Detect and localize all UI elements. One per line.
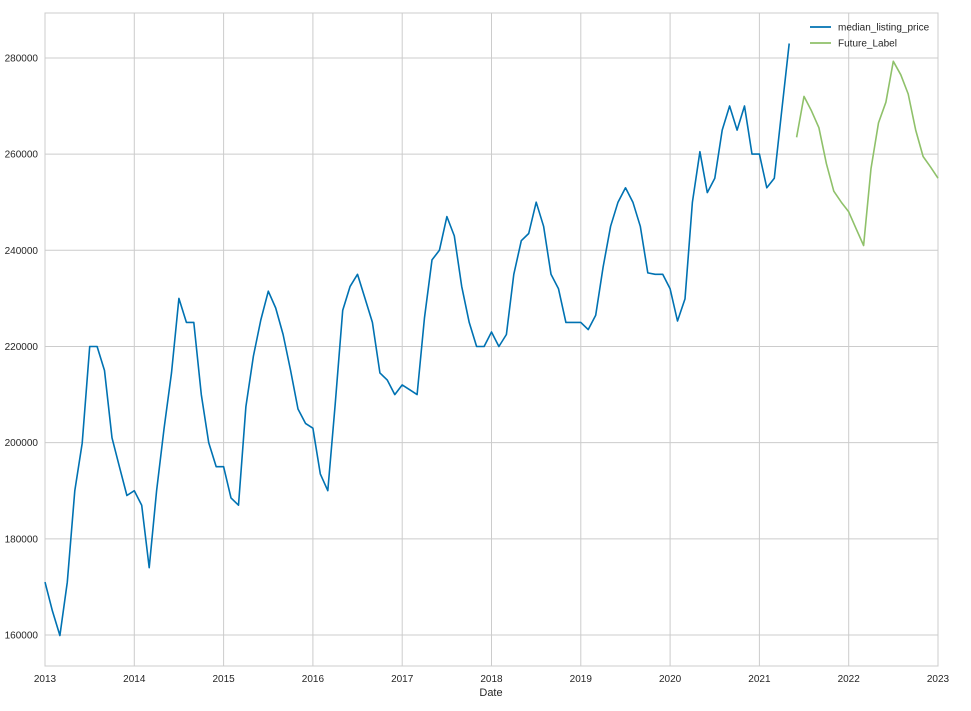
y-tick-label: 180000 <box>5 534 39 545</box>
y-tick-label: 200000 <box>5 438 39 449</box>
x-tick-label: 2014 <box>123 674 146 685</box>
y-tick-labels: 160000 180000 200000 220000 240000 260000 2800… <box>5 53 39 641</box>
x-tick-label: 2019 <box>570 674 593 685</box>
x-tick-label: 2023 <box>927 674 950 685</box>
y-tick-label: 260000 <box>5 150 39 161</box>
x-tick-label: 2018 <box>480 674 503 685</box>
series-line-future-label <box>795 60 939 247</box>
x-tick-label: 2017 <box>391 674 414 685</box>
x-tick-label: 2021 <box>748 674 771 685</box>
grid <box>44 13 939 666</box>
x-tick-label: 2022 <box>838 674 861 685</box>
series-line-median-listing-price <box>44 43 790 637</box>
x-tick-label: 2013 <box>34 674 57 685</box>
x-tick-label: 2016 <box>302 674 325 685</box>
legend-label: Future_Label <box>838 39 897 50</box>
y-tick-label: 220000 <box>5 342 39 353</box>
y-tick-label: 280000 <box>5 53 39 64</box>
y-tick-label: 160000 <box>5 630 39 641</box>
legend: median_listing_price Future_Label <box>810 23 930 50</box>
x-tick-label: 2015 <box>212 674 235 685</box>
legend-label: median_listing_price <box>838 23 930 34</box>
plot-frame <box>44 12 939 667</box>
x-axis-label: Date <box>479 687 502 699</box>
x-tick-label: 2020 <box>659 674 682 685</box>
y-tick-label: 240000 <box>5 246 39 257</box>
x-tick-labels: 2013 2014 2015 2016 2017 2018 2019 2020 2021 2022… <box>34 674 950 685</box>
series-group <box>44 43 939 637</box>
